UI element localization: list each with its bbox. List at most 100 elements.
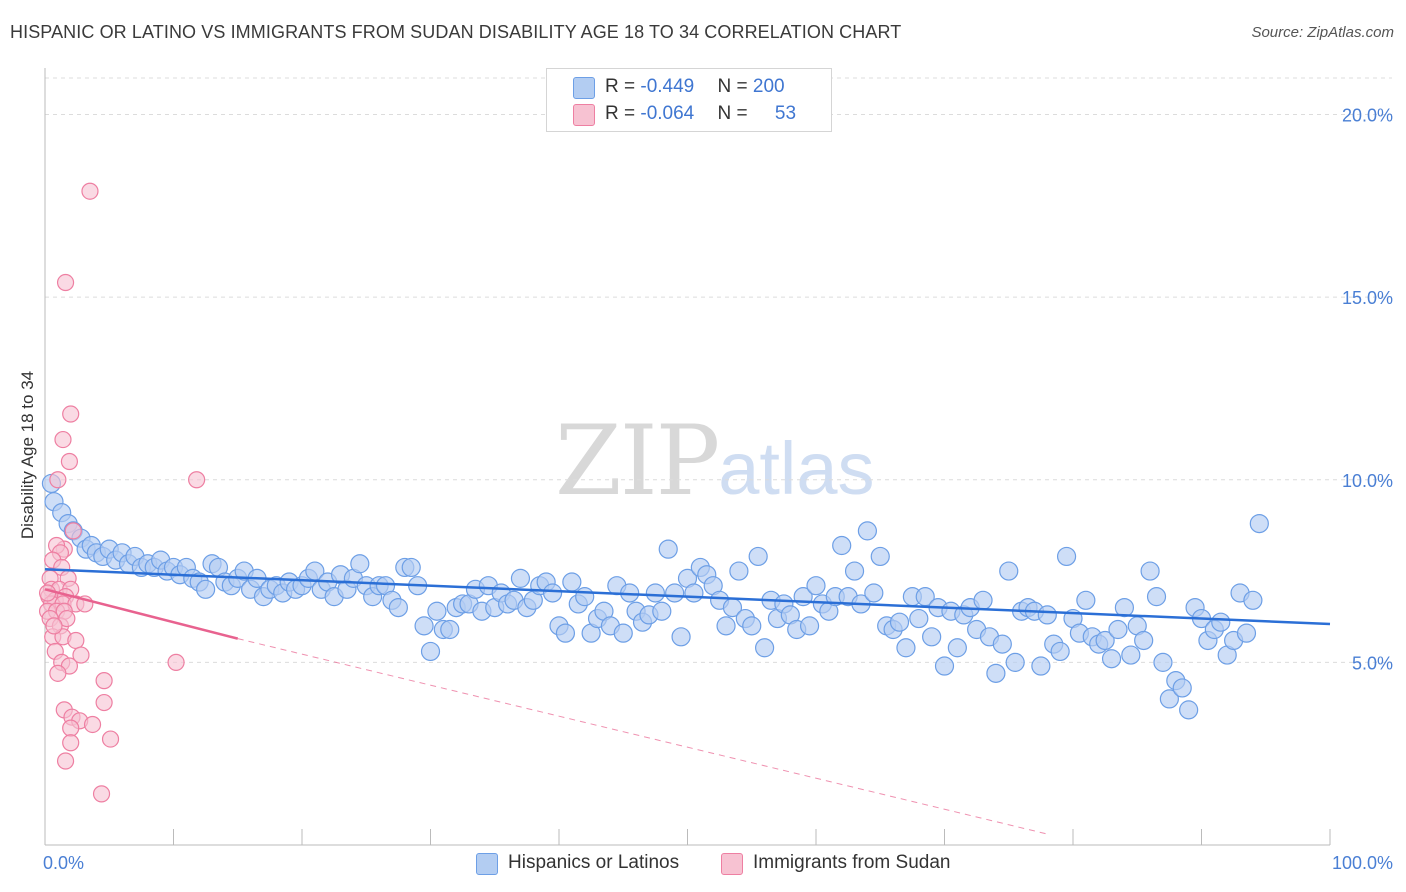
point-hispanics [1037,605,1057,625]
point-hispanics [555,623,576,643]
chart-title: HISPANIC OR LATINO VS IMMIGRANTS FROM SU… [10,22,902,42]
source-label: Source: ZipAtlas.com [1251,24,1394,41]
point-hispanics [652,601,672,621]
point-hispanics [658,539,678,559]
y-tick-label: 5.0% [1352,653,1393,673]
y-tick-label: 20.0% [1342,106,1393,126]
point-sudan [45,617,63,635]
point-hispanics [542,583,563,603]
point-hispanics [909,608,929,629]
trend-line-sudan-extension [237,638,1048,835]
x-tick-label: 0.0% [43,853,84,873]
point-hispanics [934,656,955,676]
point-hispanics [440,619,460,640]
legend-swatch-sudan [573,104,595,126]
point-hispanics [684,583,704,603]
point-hispanics [1172,678,1192,698]
point-hispanics [889,612,910,632]
point-sudan [62,405,80,423]
point-hispanics [1108,619,1128,640]
point-sudan [67,631,85,650]
point-sudan [81,182,99,200]
bottom-legend-swatch-hispanics [476,853,498,875]
point-sudan [49,664,67,682]
y-axis-label: Disability Age 18 to 34 [18,371,37,539]
point-sudan [56,273,75,292]
point-hispanics [1159,689,1179,709]
point-hispanics [1076,590,1096,610]
point-sudan [62,719,80,737]
point-hispanics [748,546,768,567]
point-hispanics [922,627,942,647]
legend-n-value: 200 [752,76,785,97]
point-hispanics [1121,645,1141,665]
point-hispanics [1114,597,1135,618]
point-hispanics [857,521,878,541]
point-hispanics [716,616,736,636]
point-hispanics [999,561,1019,581]
legend-n-label: N = [717,103,753,124]
series-hispanics-points [41,473,1269,720]
point-hispanics [992,634,1012,654]
y-tick-label: 10.0% [1342,471,1393,491]
legend-r-value: -0.449 [640,76,695,97]
bottom-legend-label-hispanics: Hispanics or Latinos [508,852,680,873]
point-hispanics [1050,641,1070,662]
point-sudan [56,752,75,770]
point-hispanics [986,663,1006,683]
legend-r-value: -0.064 [640,103,695,124]
point-hispanics [742,616,762,636]
axes [44,68,1331,846]
point-hispanics [870,546,890,567]
point-sudan [58,609,76,628]
bottom-legend-label-sudan: Immigrants from Sudan [753,852,951,873]
point-hispanics [806,576,826,596]
point-hispanics [832,535,852,556]
trend-lines [44,567,1331,835]
legend-n-value: 53 [774,103,797,124]
point-hispanics [844,561,865,581]
point-hispanics [401,557,421,578]
legend-r-label: R = [605,76,641,97]
point-hispanics [388,597,408,618]
point-hispanics [1236,623,1257,643]
point-hispanics [420,641,441,662]
point-hispanics [896,638,916,658]
point-hispanics [729,561,749,581]
point-hispanics [947,638,967,658]
series-sudan-points [38,182,206,803]
point-hispanics [1211,612,1231,632]
point-hispanics [510,568,531,588]
point-hispanics [799,616,820,636]
point-hispanics [1134,630,1154,651]
point-hispanics [1005,652,1025,672]
correlation-legend: R = -0.449 N = 200 R = -0.064 N = 53 [546,68,832,132]
point-sudan [95,672,113,690]
axis-labels: 5.0% 10.0% 15.0% 20.0% 0.0% 100.0% Disability … [18,106,1393,873]
trend-line-sudan [44,588,239,640]
point-sudan [38,584,57,602]
point-sudan [188,471,206,489]
point-hispanics [1056,546,1077,567]
point-sudan [83,715,102,734]
point-sudan [167,653,185,671]
point-sudan [54,430,72,449]
x-tick-label: 100.0% [1332,853,1393,873]
point-hispanics [414,616,434,636]
point-hispanics [1179,700,1199,720]
legend-r-label: R = [605,103,641,124]
point-sudan [64,522,82,540]
point-hispanics [613,623,633,643]
point-hispanics [973,590,993,610]
point-hispanics [1140,561,1160,581]
point-sudan [62,734,80,752]
legend-n-label: N = [717,76,753,97]
point-hispanics [1101,649,1122,669]
point-hispanics [1249,513,1269,534]
point-sudan [49,471,67,489]
point-hispanics [575,587,595,607]
legend-swatch-hispanics [573,77,595,99]
bottom-legend-swatch-sudan [721,853,743,875]
trend-line-hispanics [44,567,1331,626]
